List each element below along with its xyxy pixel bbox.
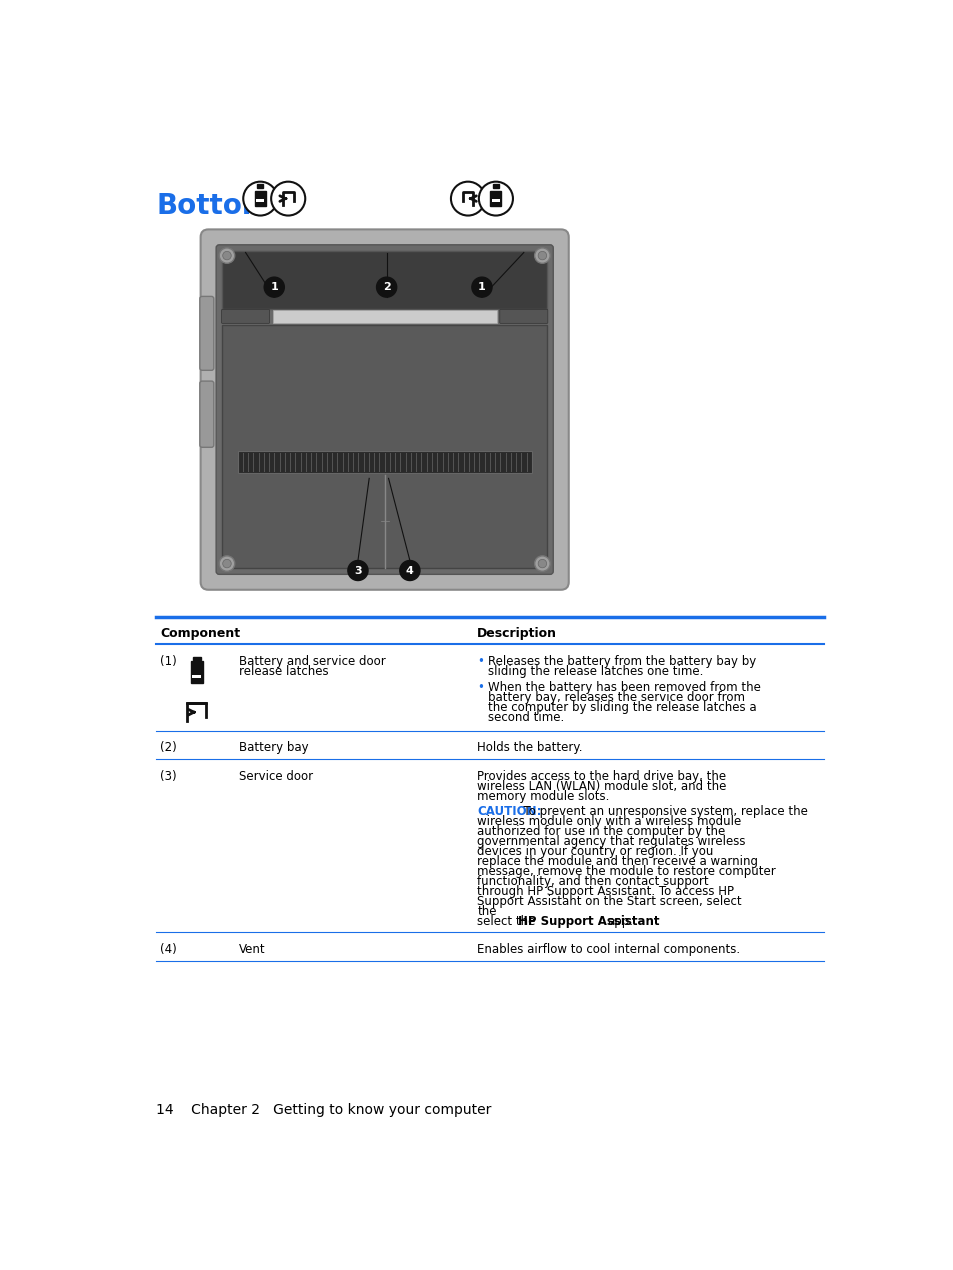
Text: 2: 2	[382, 282, 390, 292]
FancyBboxPatch shape	[200, 230, 568, 589]
Text: Battery bay: Battery bay	[239, 742, 309, 754]
Text: select the: select the	[476, 914, 538, 927]
Text: app.: app.	[607, 914, 633, 927]
Bar	[222, 325, 546, 568]
Circle shape	[534, 248, 550, 263]
Text: Bottom: Bottom	[156, 193, 271, 221]
Text: Battery and service door: Battery and service door	[239, 655, 386, 668]
Circle shape	[219, 248, 234, 263]
Text: Enables airflow to cool internal components.: Enables airflow to cool internal compone…	[476, 944, 740, 956]
Circle shape	[478, 182, 513, 216]
Text: •: •	[476, 682, 484, 695]
Circle shape	[376, 277, 396, 297]
Text: wireless LAN (WLAN) module slot, and the: wireless LAN (WLAN) module slot, and the	[476, 780, 726, 792]
Text: message, remove the module to restore computer: message, remove the module to restore co…	[476, 865, 775, 878]
Bar	[273, 310, 497, 323]
Text: memory module slots.: memory module slots.	[476, 790, 609, 803]
Text: 14    Chapter 2   Getting to know your computer: 14 Chapter 2 Getting to know your comput…	[156, 1104, 492, 1118]
Text: the: the	[476, 904, 497, 918]
FancyBboxPatch shape	[199, 381, 213, 447]
Text: replace the module and then receive a warning: replace the module and then receive a wa…	[476, 855, 758, 867]
Text: When the battery has been removed from the: When the battery has been removed from t…	[488, 682, 760, 695]
Circle shape	[537, 251, 546, 260]
Text: through HP Support Assistant. To access HP: through HP Support Assistant. To access …	[476, 885, 734, 898]
Text: sliding the release latches one time.: sliding the release latches one time.	[488, 665, 702, 678]
Bar	[257, 184, 263, 188]
Text: second time.: second time.	[488, 711, 564, 724]
Text: 4: 4	[406, 565, 414, 575]
Bar	[237, 451, 531, 472]
FancyBboxPatch shape	[216, 245, 553, 574]
Text: Releases the battery from the battery bay by: Releases the battery from the battery ba…	[488, 655, 756, 668]
Text: Support Assistant on the Start screen, select: Support Assistant on the Start screen, s…	[476, 894, 741, 908]
FancyBboxPatch shape	[199, 296, 213, 371]
Circle shape	[222, 559, 231, 568]
Circle shape	[537, 559, 546, 568]
Text: Description: Description	[476, 627, 557, 640]
Text: (2): (2)	[160, 742, 177, 754]
Circle shape	[472, 277, 492, 297]
Text: wireless module only with a wireless module: wireless module only with a wireless mod…	[476, 814, 740, 828]
Text: Vent: Vent	[239, 944, 266, 956]
Text: HP Support Assistant: HP Support Assistant	[517, 914, 659, 927]
Bar	[492, 199, 499, 202]
Text: functionality, and then contact support: functionality, and then contact support	[476, 875, 708, 888]
Circle shape	[399, 560, 419, 580]
FancyBboxPatch shape	[221, 310, 270, 324]
Circle shape	[243, 182, 277, 216]
Circle shape	[264, 277, 284, 297]
Text: battery bay, releases the service door from: battery bay, releases the service door f…	[488, 691, 744, 705]
Text: governmental agency that regulates wireless: governmental agency that regulates wirel…	[476, 834, 745, 847]
Circle shape	[451, 182, 484, 216]
Text: authorized for use in the computer by the: authorized for use in the computer by th…	[476, 824, 725, 838]
Bar	[490, 190, 500, 206]
Text: Holds the battery.: Holds the battery.	[476, 742, 582, 754]
Bar	[222, 251, 546, 309]
Bar	[193, 657, 200, 660]
Text: To prevent an unresponsive system, replace the: To prevent an unresponsive system, repla…	[516, 805, 807, 818]
Circle shape	[534, 556, 550, 572]
Text: 1: 1	[477, 282, 485, 292]
Text: devices in your country or region. If you: devices in your country or region. If yo…	[476, 845, 713, 857]
Text: release latches: release latches	[239, 665, 329, 678]
Text: Component: Component	[160, 627, 240, 640]
Circle shape	[348, 560, 368, 580]
Text: (3): (3)	[160, 770, 176, 782]
Circle shape	[219, 556, 234, 572]
Circle shape	[222, 251, 231, 260]
Text: 3: 3	[354, 565, 361, 575]
Text: (1): (1)	[160, 655, 177, 668]
Bar	[254, 190, 266, 206]
Circle shape	[271, 182, 305, 216]
Bar	[191, 662, 203, 683]
Text: Service door: Service door	[239, 770, 314, 782]
FancyBboxPatch shape	[499, 310, 547, 324]
Text: CAUTION:: CAUTION:	[476, 805, 541, 818]
Bar	[493, 184, 498, 188]
Text: Provides access to the hard drive bay, the: Provides access to the hard drive bay, t…	[476, 770, 725, 782]
Bar	[192, 676, 201, 678]
Text: 1: 1	[270, 282, 278, 292]
Text: (4): (4)	[160, 944, 177, 956]
Bar	[256, 199, 264, 202]
Text: •: •	[476, 655, 484, 668]
Text: the computer by sliding the release latches a: the computer by sliding the release latc…	[488, 701, 756, 715]
